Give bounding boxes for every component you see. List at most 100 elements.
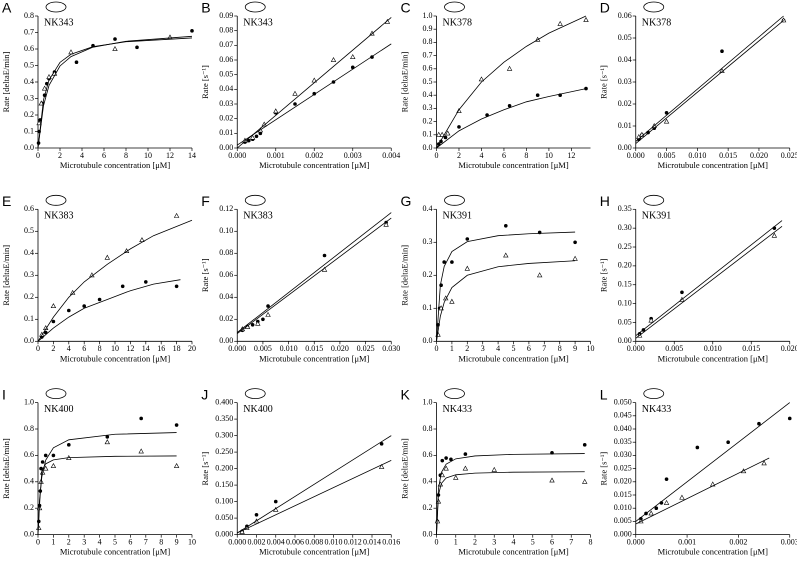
data-point <box>105 435 110 439</box>
x-tick-label: 2 <box>473 537 477 546</box>
y-tick-label: 0.2 <box>423 270 433 279</box>
x-tick-label: 10 <box>587 344 595 353</box>
data-point <box>761 460 767 466</box>
data-point <box>503 252 509 258</box>
data-point <box>549 477 555 483</box>
data-point <box>43 330 48 335</box>
y-tick-label: 0.1 <box>423 130 433 139</box>
x-tick-label: 0.002 <box>248 537 266 546</box>
x-tick-label: 0.002 <box>305 151 323 160</box>
x-tick-label: 12 <box>166 151 174 160</box>
data-point <box>491 466 497 472</box>
y-tick-label: 0.00 <box>618 143 632 152</box>
panel: C NK378 0 2 4 6 8 10 12 0.0 0.1 0.2 0.3 0.4 0.5 0.6 0.7 0… <box>399 0 591 170</box>
data-point <box>720 49 724 53</box>
fit-line <box>635 457 770 525</box>
x-tick-label: 3 <box>481 344 485 353</box>
y-axis-label: Rate [s⁻¹] <box>200 65 210 99</box>
x-tick-label: 0.000 <box>627 344 645 353</box>
data-point <box>453 474 459 480</box>
y-tick-label: 0.020 <box>614 477 632 486</box>
x-tick-label: 0.004 <box>382 151 400 160</box>
y-tick-label: 0.09 <box>219 11 233 20</box>
panel-letter: J <box>201 386 208 402</box>
x-tick-label: 0.006 <box>286 537 304 546</box>
fit-line <box>236 17 392 149</box>
y-axis-label: Rate [s⁻¹] <box>599 65 609 99</box>
x-tick-label: 10 <box>545 151 553 160</box>
fit-line <box>37 455 177 535</box>
y-tick-label: 0.2 <box>423 116 433 125</box>
y-tick-label: 0.4 <box>24 477 34 486</box>
data-point <box>664 111 669 115</box>
x-axis-label: Microtubule concentration [μM] <box>658 353 768 363</box>
x-tick-label: 1 <box>454 537 458 546</box>
fit-line <box>635 225 783 339</box>
x-tick-label: 0.003 <box>781 537 797 546</box>
fit-line <box>436 471 585 535</box>
x-tick-label: 12 <box>567 151 575 160</box>
x-tick-label: 9 <box>175 537 179 546</box>
x-tick-label: 8 <box>124 151 128 160</box>
y-axis-label: Rate [deltaE/min] <box>399 52 409 113</box>
data-point <box>757 421 761 426</box>
x-tick-label: 20 <box>188 344 196 353</box>
y-tick-label: 0.02 <box>219 113 233 122</box>
data-point <box>174 284 179 289</box>
y-tick-label: 0.07 <box>219 40 233 49</box>
x-tick-label: 4 <box>98 537 102 546</box>
construct-label: NK433 <box>642 404 671 415</box>
x-tick-label: 0.014 <box>363 537 381 546</box>
panel: B NK343 0.000 0.001 0.002 0.003 0.004 0.00 0.01 0… <box>200 0 400 170</box>
panel-letter: C <box>401 0 411 16</box>
x-tick-label: 8 <box>98 344 102 353</box>
panel-letter: D <box>600 0 610 16</box>
motor-icon <box>244 1 266 13</box>
data-point <box>67 443 71 447</box>
panel-letter: K <box>401 386 411 402</box>
panel-letter: H <box>600 193 610 209</box>
fit-line <box>37 432 177 535</box>
y-tick-label: 0.7 <box>24 27 34 36</box>
fit-line <box>635 402 790 522</box>
y-tick-label: 0.0 <box>423 529 433 538</box>
y-tick-label: 0.5 <box>423 77 433 86</box>
x-tick-label: 0 <box>435 151 439 160</box>
x-tick-label: 6 <box>527 344 531 353</box>
data-point <box>265 311 271 317</box>
data-point <box>36 120 42 126</box>
x-tick-label: 6 <box>550 537 554 546</box>
y-tick-label: 0.3 <box>24 93 34 102</box>
x-axis-label: Microtubule concentration [μM] <box>60 547 170 557</box>
y-tick-label: 0.01 <box>219 128 233 137</box>
y-tick-label: 0.00 <box>219 336 233 345</box>
y-tick-label: 0.300 <box>215 430 233 439</box>
construct-label: NK343 <box>243 17 272 28</box>
y-tick-label: 0.1 <box>24 314 34 323</box>
y-tick-label: 0.5 <box>24 60 34 69</box>
data-point <box>51 453 56 458</box>
data-point <box>144 280 148 284</box>
motor-icon <box>45 1 67 13</box>
y-tick-label: 0.4 <box>24 248 34 257</box>
data-point <box>536 272 543 278</box>
x-tick-label: 0.004 <box>267 537 285 546</box>
construct-label: NK391 <box>443 211 472 222</box>
y-tick-label: 0.3 <box>423 103 433 112</box>
data-point <box>679 494 685 500</box>
x-tick-label: 0.005 <box>665 344 683 353</box>
motor-icon <box>45 388 67 400</box>
y-tick-label: 0.4 <box>423 477 433 486</box>
motor-icon <box>444 1 465 13</box>
fit-line <box>635 220 783 336</box>
y-tick-label: 0.8 <box>423 37 433 46</box>
data-point <box>663 118 670 124</box>
x-tick-label: 10 <box>144 151 152 160</box>
data-point <box>443 465 449 471</box>
y-axis-label: Rate [s⁻¹] <box>200 452 210 486</box>
x-tick-label: 0 <box>36 344 40 353</box>
data-point <box>439 283 443 288</box>
data-point <box>247 138 251 143</box>
x-tick-label: 2 <box>51 344 55 353</box>
x-axis-label: Microtubule concentration [μM] <box>658 160 768 170</box>
